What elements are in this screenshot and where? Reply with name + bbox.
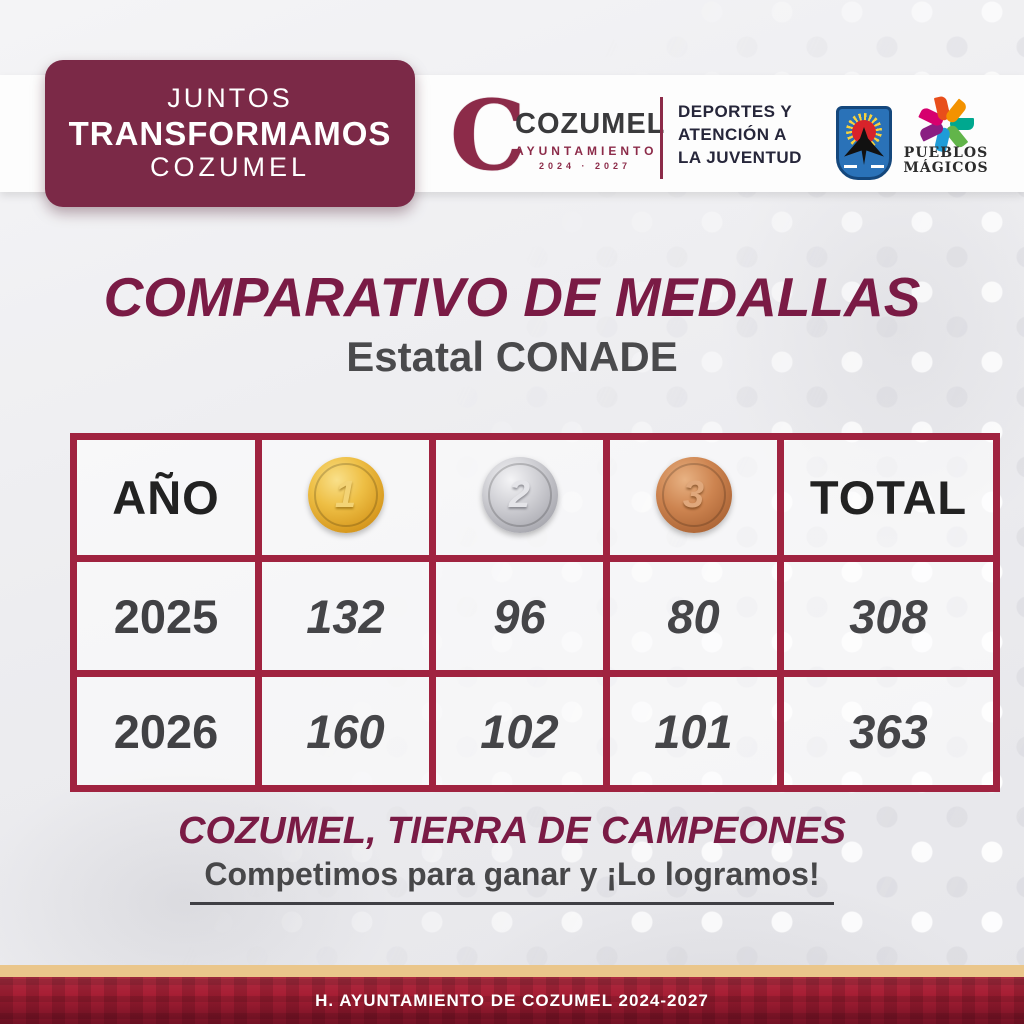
department-line3: LA JUVENTUD [678,147,802,167]
silver-count: 96 [493,589,546,643]
brand-badge: JUNTOS TRANSFORMAMOS COZUMEL [45,60,415,207]
department-label: DEPORTES Y ATENCIÓN A LA JUVENTUD [678,101,802,170]
shield-dash-right [871,165,884,168]
department-line2: ATENCIÓN A [678,124,787,144]
header-divider [660,97,663,179]
table-header-row: AÑO 1 2 3 TOTAL [70,433,1000,562]
footer-bar-text: H. AYUNTAMIENTO DE COZUMEL 2024-2027 [315,990,709,1010]
cell-2025-gold: 132 [255,555,436,677]
cell-2025-total: 308 [777,555,1000,677]
bronze-medal-icon: 3 [655,457,732,533]
badge-line-transformamos: TRANSFORMAMOS [68,114,392,152]
year-value: 2026 [113,704,219,758]
cell-2025-silver: 96 [429,555,610,677]
year-value: 2025 [113,589,219,643]
bronze-count: 101 [654,704,733,758]
slogan-subtitle: Competimos para ganar y ¡Lo logramos! [190,856,834,905]
cell-2026-silver: 102 [429,670,610,792]
cell-2025-bronze: 80 [603,555,784,677]
cell-2026-total: 363 [777,670,1000,792]
header-cell-gold: 1 [255,433,436,562]
year-header-label: AÑO [112,471,220,524]
total-header-label: TOTAL [809,471,968,524]
gold-medal-number: 1 [334,473,357,516]
header-cell-silver: 2 [429,433,610,562]
cozumel-logo-years: 2024 · 2027 [538,161,632,171]
department-line1: DEPORTES Y [678,102,793,121]
silver-medal-icon: 2 [481,457,558,533]
cell-2025-year: 2025 [70,555,262,677]
badge-line-cozumel: COZUMEL [149,152,310,183]
footer-gold-strip [0,965,1024,977]
cozumel-logo-ayuntamiento: AYUNTAMIENTO [515,144,658,158]
silver-count: 102 [480,704,559,758]
footer-bar: H. AYUNTAMIENTO DE COZUMEL 2024-2027 [0,977,1024,1024]
total-count: 308 [849,589,928,643]
header-cell-bronze: 3 [603,433,784,562]
table-row-2025: 2025 132 96 80 308 [70,555,1000,677]
cozumel-coat-of-arms-icon [836,106,892,180]
pueblos-magicos-label: PUEBLOS MÁGICOS [898,145,994,177]
header-cell-total: TOTAL [777,433,1000,562]
slogan-title: COZUMEL, TIERRA DE CAMPEONES [178,810,846,852]
gold-count: 160 [306,704,385,758]
header-cell-year: AÑO [70,433,262,562]
gold-count: 132 [306,589,385,643]
cell-2026-bronze: 101 [603,670,784,792]
pueblos-line1: PUEBLOS [903,145,989,161]
pueblos-line2: MÁGICOS [903,160,989,177]
bronze-count: 80 [667,589,720,643]
silver-medal-number: 2 [508,473,531,516]
slogan-subtitle-wrap: Competimos para ganar y ¡Lo logramos! [0,856,1024,905]
pueblos-magicos-logo: PUEBLOS MÁGICOS [898,92,994,188]
cell-2026-gold: 160 [255,670,436,792]
gold-medal-icon: 1 [307,457,384,533]
medals-comparison-table: AÑO 1 2 3 TOTAL 2025 1 3 [70,433,1000,792]
pueblos-pinwheel-icon [918,94,974,153]
bronze-medal-number: 3 [682,473,705,516]
total-count: 363 [849,704,928,758]
page-subtitle: Estatal CONADE [346,333,678,380]
shield-dash-left [844,165,857,168]
cozumel-logo-name: COZUMEL [515,108,666,140]
cell-2026-year: 2026 [70,670,262,792]
cozumel-c-logo-icon: C [449,79,527,192]
table-row-2026: 2026 160 102 101 363 [70,670,1000,792]
page-title: COMPARATIVO DE MEDALLAS [103,266,921,328]
cozumel-logo-text: COZUMEL AYUNTAMIENTO 2024 · 2027 [515,108,666,171]
badge-line-juntos: JUNTOS [167,83,293,114]
